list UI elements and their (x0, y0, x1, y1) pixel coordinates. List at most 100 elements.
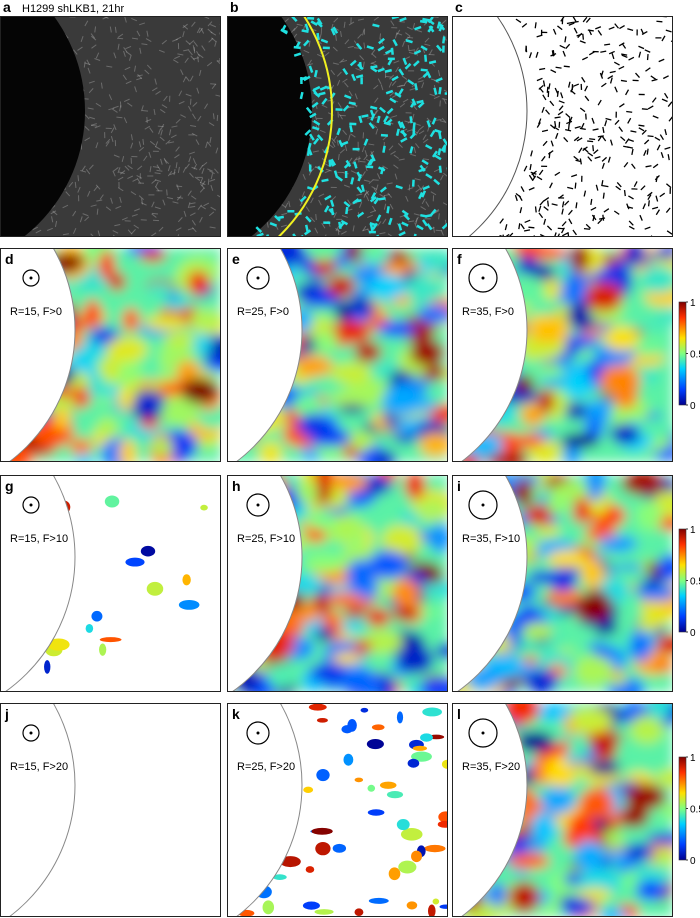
heat-patch (327, 274, 356, 298)
vector (620, 136, 626, 142)
vector (579, 127, 586, 130)
heat-patch (117, 385, 135, 412)
texture (176, 184, 180, 191)
vector (557, 25, 563, 31)
heat-patch (83, 299, 102, 329)
texture (364, 190, 370, 196)
texture (185, 93, 192, 97)
boundary (452, 475, 528, 692)
vector (256, 232, 264, 237)
texture (182, 166, 187, 173)
vector (345, 206, 349, 215)
texture (110, 197, 113, 204)
vector (499, 218, 504, 224)
texture (335, 228, 341, 233)
texture (142, 138, 145, 145)
texture (340, 30, 342, 38)
texture (283, 18, 289, 23)
texture (379, 232, 386, 235)
texture (73, 49, 78, 55)
texture (74, 181, 77, 188)
panel-frame (0, 475, 221, 692)
heat-patch (636, 500, 663, 532)
heat-patch (404, 475, 426, 500)
texture (97, 230, 101, 237)
texture (199, 181, 206, 186)
texture (362, 29, 365, 36)
heat-patch (160, 395, 199, 426)
texture (137, 73, 143, 79)
heat-patch (658, 554, 673, 582)
texture (123, 47, 128, 53)
vector (370, 65, 378, 69)
texture (208, 211, 215, 217)
texture (146, 64, 152, 70)
texture (315, 77, 322, 79)
heat-patch (140, 545, 156, 557)
vector (419, 164, 426, 172)
vector (588, 51, 595, 56)
vector (565, 43, 571, 50)
heat-patch (314, 626, 334, 642)
vector (585, 223, 591, 229)
vector (590, 206, 597, 211)
vector (655, 195, 659, 202)
panel-frame (452, 475, 673, 692)
texture (146, 30, 149, 37)
vector (652, 206, 659, 210)
texture (124, 66, 131, 71)
vector (438, 131, 442, 140)
heat-patch (181, 377, 219, 404)
vector (655, 209, 661, 216)
texture (393, 154, 400, 159)
texture (108, 107, 115, 111)
texture (173, 169, 176, 176)
texture (365, 195, 370, 202)
texture (158, 128, 162, 135)
texture (414, 222, 418, 229)
heat-patch (584, 282, 624, 312)
vector (425, 173, 433, 180)
texture (207, 168, 213, 172)
heat-patch (409, 339, 445, 367)
heat-patch (624, 783, 667, 810)
vector (651, 97, 657, 103)
texture (440, 229, 444, 236)
heat-patch (143, 315, 187, 331)
vector (520, 223, 525, 230)
panel-letter: l (457, 706, 461, 722)
colorbar-label: 0.5 (690, 577, 700, 588)
vector (316, 21, 323, 28)
heat-patch (441, 759, 448, 769)
texture (310, 217, 316, 223)
heat-patch (417, 305, 448, 325)
texture (192, 45, 196, 52)
texture (422, 134, 427, 141)
colorbar-label: 1 (690, 525, 696, 536)
texture (150, 232, 157, 237)
vector (316, 17, 323, 26)
heat-patch (99, 637, 122, 643)
vector (528, 226, 535, 229)
texture (153, 108, 156, 116)
texture (196, 51, 201, 57)
panel-letter: c (455, 0, 463, 15)
texture (315, 214, 317, 221)
texture (131, 228, 136, 235)
vector (643, 150, 647, 157)
texture (402, 40, 406, 47)
heat-patch (204, 357, 221, 372)
texture (160, 129, 163, 136)
texture (127, 165, 133, 170)
vector (349, 124, 354, 133)
heat-patch (432, 898, 440, 905)
vector (357, 63, 364, 71)
texture (357, 18, 364, 21)
texture (359, 55, 365, 61)
heat-patch (345, 377, 386, 407)
vector (266, 234, 270, 237)
heat-patch (267, 662, 295, 689)
texture (32, 226, 39, 231)
heat-patch (412, 745, 428, 751)
vector (651, 78, 658, 82)
